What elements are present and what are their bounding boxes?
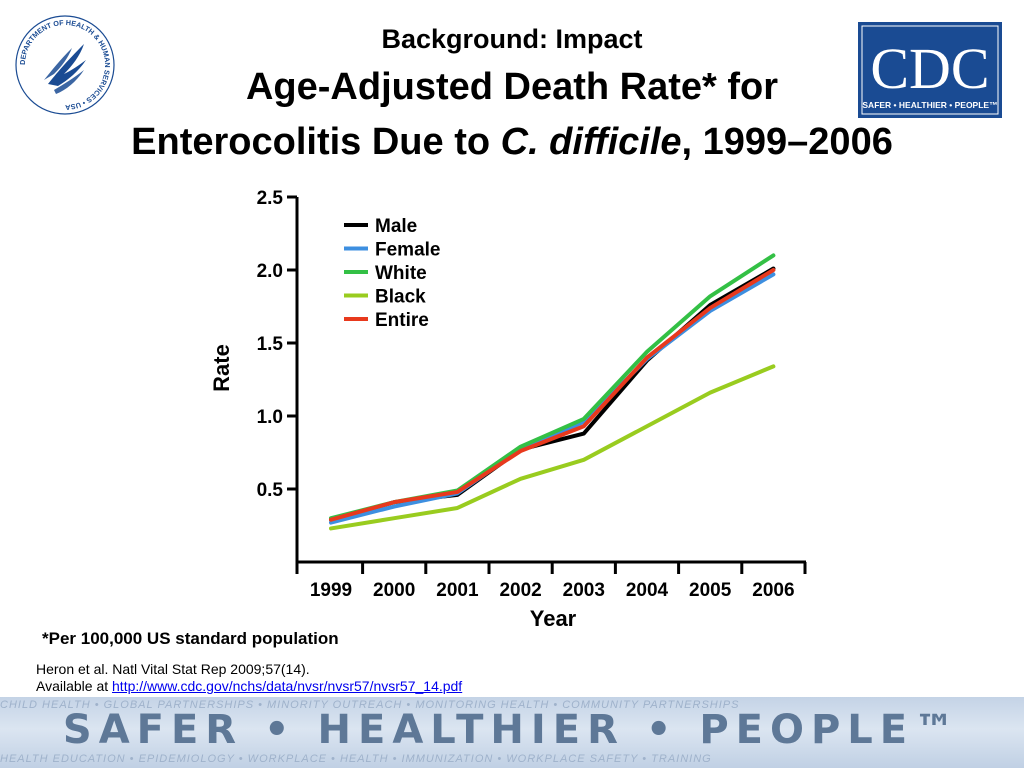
reference-available-prefix: Available at <box>36 678 113 694</box>
y-tick-label: 0.5 <box>257 480 284 501</box>
reference-availability: Available at http://www.cdc.gov/nchs/dat… <box>36 678 462 695</box>
series-line-black <box>329 364 776 531</box>
x-tick-label: 2000 <box>373 580 415 601</box>
hhs-seal-logo: DEPARTMENT OF HEALTH & HUMAN SERVICES • … <box>15 15 115 115</box>
banner-bottom-line: HEALTH EDUCATION • EPIDEMIOLOGY • WORKPL… <box>0 753 712 765</box>
slide-title-line2: Enterocolitis Due to C. difficile, 1999–… <box>0 121 1024 164</box>
banner-top-line: CHILD HEALTH • GLOBAL PARTNERSHIPS • MIN… <box>0 699 740 711</box>
series-line-female <box>329 272 776 525</box>
slide-title-line1: Age-Adjusted Death Rate* for <box>245 66 779 108</box>
legend-label-white: White <box>375 263 427 284</box>
title-text-pre: Enterocolitis Due to <box>131 121 501 163</box>
y-tick-label: 1.0 <box>257 407 283 428</box>
x-tick-label: 2004 <box>626 580 669 601</box>
cdc-logo-text: CDC <box>870 36 989 101</box>
x-axis-label: Year <box>530 606 577 631</box>
x-axis-ticks: 1999 2000 2001 2002 2003 2004 2005 2006 <box>295 562 807 601</box>
footer-banner: CHILD HEALTH • GLOBAL PARTNERSHIPS • MIN… <box>0 697 1024 768</box>
x-tick-label: 1999 <box>310 580 352 601</box>
cdc-logo: CDC SAFER • HEALTHIER • PEOPLE™ <box>858 22 1002 118</box>
y-tick-label: 1.5 <box>257 334 284 355</box>
banner-slogan: SAFER • HEALTHIER • PEOPLE™ <box>62 707 962 753</box>
title-text-organism: C. difficile <box>500 121 682 163</box>
reference-block: Heron et al. Natl Vital Stat Rep 2009;57… <box>36 661 462 695</box>
x-tick-label: 2003 <box>563 580 605 601</box>
legend-label-male: Male <box>375 216 417 237</box>
legend-label-black: Black <box>375 287 426 308</box>
reference-citation: Heron et al. Natl Vital Stat Rep 2009;57… <box>36 661 310 677</box>
x-tick-label: 2002 <box>499 580 541 601</box>
series-line-entire <box>329 268 776 522</box>
title-text-post: , 1999–2006 <box>681 121 893 163</box>
y-axis-label: Rate <box>209 344 234 392</box>
cdc-logo-tagline: SAFER • HEALTHIER • PEOPLE™ <box>862 100 997 110</box>
legend-label-entire: Entire <box>375 310 429 331</box>
y-tick-label: 2.5 <box>257 188 284 209</box>
legend-label-female: Female <box>375 240 440 261</box>
death-rate-line-chart: 0.5 1.0 1.5 2.0 2.5 1999 2000 2001 2002 2003 2004… <box>209 188 807 631</box>
eagle-icon <box>44 44 86 94</box>
y-tick-label: 2.0 <box>257 261 283 282</box>
reference-link[interactable]: http://www.cdc.gov/nchs/data/nvsr/nvsr57… <box>112 678 463 694</box>
series-lines <box>329 253 776 531</box>
x-tick-label: 2005 <box>689 580 732 601</box>
x-tick-label: 2001 <box>436 580 479 601</box>
y-axis-ticks: 0.5 1.0 1.5 2.0 2.5 <box>257 188 297 501</box>
x-tick-label: 2006 <box>752 580 794 601</box>
slide-supertitle: Background: Impact <box>381 24 643 54</box>
footnote: *Per 100,000 US standard population <box>42 629 339 648</box>
